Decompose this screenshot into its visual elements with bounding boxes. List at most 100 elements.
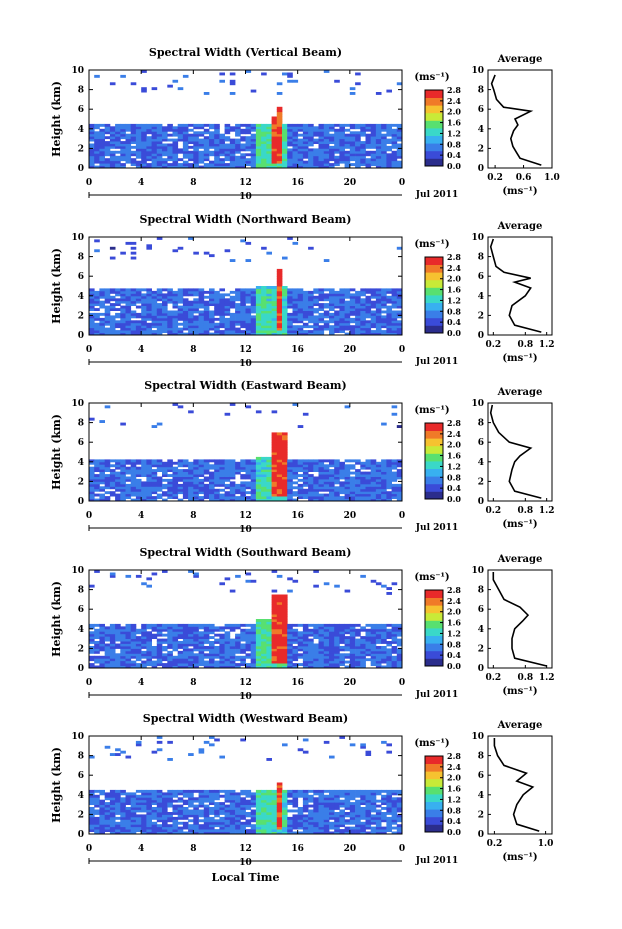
heatmap-cell (182, 794, 189, 798)
heatmap-cell (167, 145, 173, 149)
heatmap-cell (339, 308, 345, 311)
heatmap-cell (135, 459, 142, 463)
heatmap-cell (261, 631, 267, 635)
heatmap-cell (182, 128, 189, 132)
heatmap-cell (198, 655, 205, 659)
heatmap-cell (308, 131, 314, 135)
heatmap-cell (302, 628, 309, 632)
heatmap-cell (250, 165, 257, 169)
average-frame (487, 402, 553, 502)
heatmap-cell (381, 471, 387, 475)
heatmap-cell (396, 641, 403, 644)
heatmap-cell (214, 305, 220, 309)
average-y-tick-label: 8 (478, 586, 484, 596)
heatmap-cell (329, 655, 335, 659)
heatmap-cell (115, 486, 121, 490)
heatmap-cell (209, 163, 215, 166)
heatmap-cell (94, 809, 100, 813)
heatmap-cell (219, 317, 225, 321)
heatmap-cell (255, 478, 262, 482)
heatmap-cell (313, 325, 319, 329)
panel-title: Spectral Width (Northward Beam) (140, 213, 352, 226)
heatmap-cell (177, 459, 184, 463)
heatmap-cell (115, 478, 121, 482)
heatmap-cell (287, 589, 293, 593)
heatmap-cell (162, 807, 168, 810)
heatmap-cell (146, 829, 152, 832)
heatmap-cell (349, 92, 356, 95)
heatmap-cell (282, 614, 288, 617)
heatmap-cell (172, 476, 179, 480)
heatmap-cell (261, 160, 267, 164)
heatmap-cell (94, 498, 100, 502)
heatmap-cell (297, 150, 304, 154)
heatmap-cell (151, 317, 158, 321)
heatmap-cell (141, 819, 147, 823)
heatmap-cell (203, 165, 210, 169)
heatmap-cell (334, 163, 340, 166)
heatmap-cell (334, 317, 340, 321)
heatmap-cell (198, 799, 205, 803)
colorbar-swatch (425, 658, 443, 667)
heatmap-cell (203, 330, 210, 333)
heatmap-cell (255, 148, 262, 152)
heatmap-cell (209, 665, 215, 669)
heatmap-cell (381, 623, 387, 627)
heatmap-cell (120, 163, 126, 166)
heatmap-cell (381, 584, 387, 588)
heatmap-cell (235, 165, 241, 169)
heatmap-cell (255, 145, 262, 149)
heatmap-cell (292, 461, 299, 465)
heatmap-cell (89, 138, 95, 142)
heatmap-cell (115, 459, 121, 463)
heatmap-cell (224, 491, 231, 495)
heatmap-cell (203, 290, 210, 294)
heatmap-cell (104, 648, 111, 652)
heatmap-cell (360, 330, 366, 333)
heatmap-cell (120, 332, 126, 336)
heatmap-cell (193, 491, 199, 495)
heatmap-cell (115, 128, 121, 132)
heatmap-cell (313, 491, 319, 495)
heatmap-cell (276, 281, 283, 284)
heatmap-cell (308, 474, 314, 477)
heatmap-cell (99, 322, 105, 326)
heatmap-cell (94, 315, 100, 319)
heatmap-cell (94, 158, 100, 162)
heatmap-cell (141, 153, 147, 157)
heatmap-cell (386, 141, 392, 144)
heatmap-cell (182, 325, 189, 329)
heatmap-cell (120, 464, 126, 468)
heatmap-cell (302, 298, 309, 302)
heatmap-cell (396, 655, 403, 659)
colorbar-swatch (425, 491, 443, 500)
heatmap-cell (125, 658, 132, 662)
heatmap-cell (188, 123, 194, 127)
heatmap-cell (172, 638, 179, 642)
heatmap-cell (282, 312, 288, 316)
heatmap-cell (261, 459, 267, 463)
heatmap-cell (109, 812, 116, 815)
heatmap-cell (235, 574, 241, 578)
heatmap-cell (308, 461, 314, 465)
heatmap-cell (198, 312, 205, 316)
average-y-tick-label: 4 (478, 458, 484, 468)
heatmap-cell (287, 628, 293, 632)
heatmap-cell (120, 789, 126, 793)
colorbar-tick-label: 2.8 (447, 418, 461, 428)
heatmap-cell (177, 478, 184, 482)
heatmap-cell (219, 819, 225, 823)
heatmap-cell (188, 155, 194, 159)
heatmap-cell (349, 158, 356, 162)
heatmap-cell (193, 628, 199, 632)
heatmap-cell (266, 663, 272, 666)
heatmap-cell (109, 638, 116, 642)
heatmap-cell (308, 631, 314, 635)
heatmap-cell (292, 290, 299, 294)
heatmap-cell (89, 789, 95, 793)
heatmap-cell (282, 160, 288, 164)
heatmap-cell (151, 498, 158, 502)
heatmap-cell (396, 631, 403, 635)
heatmap-cell (396, 325, 403, 329)
heatmap-cell (329, 293, 335, 297)
